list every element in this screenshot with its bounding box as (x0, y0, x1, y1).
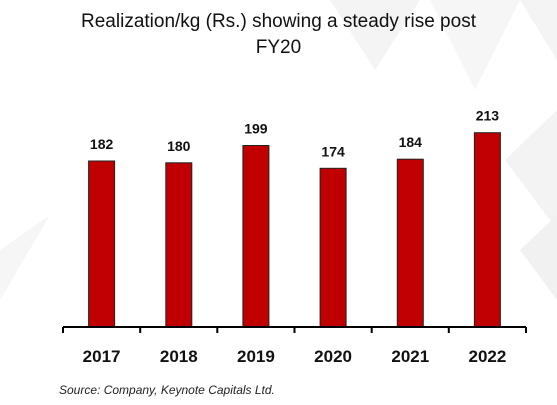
x-tick-label: 2021 (391, 347, 429, 366)
bar (88, 160, 116, 328)
bg-triangle (430, 0, 520, 90)
data-label: 199 (244, 121, 268, 137)
data-label: 174 (321, 143, 345, 159)
bg-triangle (520, 215, 557, 300)
bar (396, 158, 424, 328)
bar (319, 167, 347, 328)
bg-triangle (505, 110, 557, 230)
x-tick-label: 2019 (237, 347, 275, 366)
bar (165, 162, 193, 328)
data-label: 180 (167, 138, 191, 154)
bg-triangle (0, 215, 50, 300)
bg-triangle (520, 0, 557, 60)
x-tick-label: 2022 (468, 347, 506, 366)
source-note: Source: Company, Keynote Capitals Ltd. (59, 383, 275, 397)
x-tick-label: 2018 (160, 347, 198, 366)
data-label: 213 (476, 108, 500, 124)
chart-title-line-2: FY20 (255, 37, 302, 58)
bg-triangle (330, 0, 420, 70)
bar (473, 132, 501, 328)
x-tick-label: 2017 (83, 347, 121, 366)
x-tick-label: 2020 (314, 347, 352, 366)
data-label: 184 (399, 134, 423, 150)
data-label: 182 (90, 136, 114, 152)
bar (242, 145, 270, 328)
chart-title-line-1: Realization/kg (Rs.) showing a steady ri… (81, 11, 476, 32)
